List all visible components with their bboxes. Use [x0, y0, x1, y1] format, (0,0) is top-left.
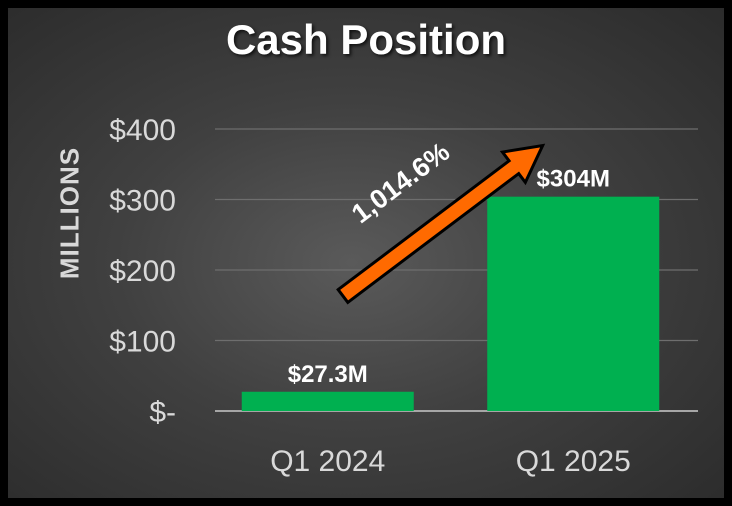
y-tick-label: $300: [109, 185, 176, 218]
data-label: $304M: [537, 166, 610, 193]
bars: [241, 196, 660, 411]
category-labels: Q1 2024 Q1 2025: [270, 445, 631, 478]
y-tick-label: $200: [109, 255, 176, 288]
y-tick-label: $100: [109, 326, 176, 359]
y-tick-label: $400: [109, 114, 176, 147]
arrow-body: [336, 143, 546, 305]
category-label: Q1 2025: [516, 445, 631, 478]
y-tick-label: $-: [149, 396, 176, 429]
y-tick-labels: $- $100 $200 $300 $400: [109, 114, 176, 429]
chart-title: Cash Position: [225, 16, 507, 63]
growth-arrow-shape: [336, 143, 546, 305]
bar: [241, 391, 414, 411]
data-labels: $27.3M $304M: [288, 166, 610, 388]
data-label: $27.3M: [288, 361, 368, 388]
bar: [487, 196, 660, 411]
category-label: Q1 2024: [270, 445, 385, 478]
